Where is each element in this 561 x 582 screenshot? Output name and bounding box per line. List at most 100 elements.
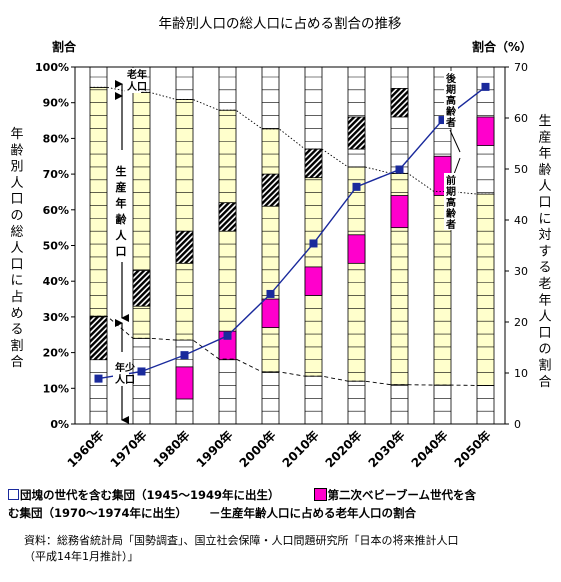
left-tick-label: 70% xyxy=(43,168,69,181)
source-note-line-2: （平成14年1月推計）」 xyxy=(24,550,139,563)
bar-second-boom-band xyxy=(476,116,495,146)
bar-youth-segment xyxy=(476,385,495,425)
annotation-late-elderly-bg xyxy=(444,71,458,128)
bar-baby-boom-band xyxy=(261,173,280,207)
bar-working-segment xyxy=(175,99,194,341)
left-tick-label: 100% xyxy=(35,61,69,74)
legend-row-2: む集団（1970～1974年に出生） －生産年齢人口に占める老年人口の割合 xyxy=(8,505,416,521)
bar-second-boom-band xyxy=(390,195,409,229)
annotation-elderly-2: 人口 xyxy=(127,80,147,93)
legend-label-second-boom-a: 第二次ベビーブーム世代を含 xyxy=(327,488,477,502)
series-point xyxy=(395,165,404,174)
youth-working-boundary xyxy=(90,315,494,386)
x-axis-label: 1970年 xyxy=(107,428,150,471)
bar-baby-boom-band xyxy=(390,88,409,118)
annotation-working: 生産年齢人口 xyxy=(116,164,128,258)
annotation-elderly-1: 老年 xyxy=(126,68,147,81)
series-polyline xyxy=(98,86,486,380)
x-axis-labels: 1960年 1970年 1980年 1990年 2000年 2010年 2020年 2030年… xyxy=(64,428,494,471)
plot-frame xyxy=(74,66,506,425)
segment-boundary-lines xyxy=(90,86,494,386)
bar-working-segment xyxy=(89,86,108,317)
left-tick-label: 80% xyxy=(43,132,69,145)
right-axis-ticks: 0 10 20 30 40 50 60 70 xyxy=(505,61,528,431)
bar-elderly-segment xyxy=(261,66,280,130)
right-axis-title: 生産年齢人口に対する老年人口の割合 xyxy=(538,114,551,390)
right-tick-label: 30 xyxy=(514,265,528,278)
bar-baby-boom-band xyxy=(132,270,151,307)
bar-youth-segment xyxy=(261,371,280,425)
x-axis-label: 1980年 xyxy=(150,428,193,471)
bar-second-boom-band xyxy=(175,366,194,400)
right-tick-label: 50 xyxy=(514,163,528,176)
left-tick-label: 20% xyxy=(43,347,69,360)
left-tick-label: 90% xyxy=(43,97,69,110)
legend-square-icon xyxy=(8,489,19,500)
left-tick-label: 0% xyxy=(50,418,69,431)
left-tick-label: 40% xyxy=(43,275,69,288)
left-tick-label: 10% xyxy=(43,382,69,395)
bar-baby-boom-band xyxy=(347,116,366,150)
bar-elderly-segment xyxy=(175,66,194,100)
left-tick-label: 30% xyxy=(43,311,69,324)
annotation-elderly-2-bg xyxy=(125,80,141,93)
bar-baby-boom-band xyxy=(175,230,194,264)
chart-title: 年齢別人口の総人口に占める割合の推移 xyxy=(159,15,402,32)
legend-label-second-boom-b: む集団（1970～1974年に出生） xyxy=(8,506,188,520)
bar-elderly-segment xyxy=(218,66,237,111)
left-axis-unit-label: 割合 xyxy=(52,39,77,54)
right-tick-label: 70 xyxy=(514,61,528,74)
annotation-late-elderly: 後期高齢者 xyxy=(445,72,457,129)
bar-youth-segment xyxy=(433,384,452,425)
left-axis-title: 年齢別人口の総人口に占める割合 xyxy=(10,127,23,370)
right-tick-label: 10 xyxy=(514,367,528,380)
right-tick-label: 20 xyxy=(514,316,528,329)
legend-row-1: 団塊の世代を含む集団（1945～1949年に出生） 第二次ベビーブーム世代を含 xyxy=(8,487,476,503)
elderly-ratio-line xyxy=(94,82,490,383)
x-axis-label: 1960年 xyxy=(64,428,107,471)
x-axis-label: 2050年 xyxy=(451,428,494,471)
annotation-early-elderly-bg xyxy=(444,173,458,230)
series-point xyxy=(266,289,275,298)
bar-youth-segment xyxy=(347,380,366,425)
series-point xyxy=(94,374,103,383)
x-axis-label: 1990年 xyxy=(193,428,236,471)
bar-baby-boom-band xyxy=(218,202,237,232)
series-point xyxy=(481,82,490,91)
legend-pink-square-icon xyxy=(313,488,327,501)
bar-second-boom-band xyxy=(304,266,323,296)
bar-working-segment xyxy=(304,148,323,377)
bar-working-segment xyxy=(347,166,366,382)
right-axis-unit-label: 割合（%） xyxy=(472,39,532,54)
annotation-arrow-late xyxy=(449,129,461,153)
annotation-working-bg xyxy=(114,164,128,262)
series-point xyxy=(180,351,189,360)
right-axis-title-text: 生産年齢人口に対する老年人口の割合 xyxy=(538,114,551,390)
series-point xyxy=(352,182,361,191)
bar-baby-boom-band xyxy=(304,148,323,179)
bar-youth-segment xyxy=(304,375,323,425)
legend-label-baby-boom: 団塊の世代を含む集団（1945～1949年に出生） xyxy=(20,488,280,502)
left-axis-ticks: 0% 10% 20% 30% 40% 50% 60% 70% 80% 90% 100% xyxy=(35,61,75,431)
bar-working-segment xyxy=(476,193,495,386)
annotation-youth-1-bg xyxy=(113,361,129,374)
annotation-early-elderly: 前期高齢者 xyxy=(445,174,457,231)
x-axis-label: 2040年 xyxy=(408,428,451,471)
bar-elderly-segment xyxy=(390,66,409,174)
left-axis-title-text: 年齢別人口の総人口に占める割合 xyxy=(10,127,23,370)
bar-second-boom-band xyxy=(347,234,366,264)
stacked-bars xyxy=(89,66,495,425)
legend-label-line: －生産年齢人口に占める老年人口の割合 xyxy=(209,506,417,520)
bar-youth-segment xyxy=(390,384,409,425)
annotations xyxy=(115,80,461,424)
annotation-youth-2-bg xyxy=(113,373,129,386)
right-tick-label: 40 xyxy=(514,214,528,227)
right-tick-label: 0 xyxy=(514,418,521,431)
series-point xyxy=(137,367,146,376)
x-axis-label: 2000年 xyxy=(236,428,279,471)
bar-working-segment xyxy=(218,109,237,360)
bar-working-segment xyxy=(261,128,280,373)
left-tick-label: 50% xyxy=(43,240,69,253)
annotation-youth-2: 人口 xyxy=(115,373,135,386)
